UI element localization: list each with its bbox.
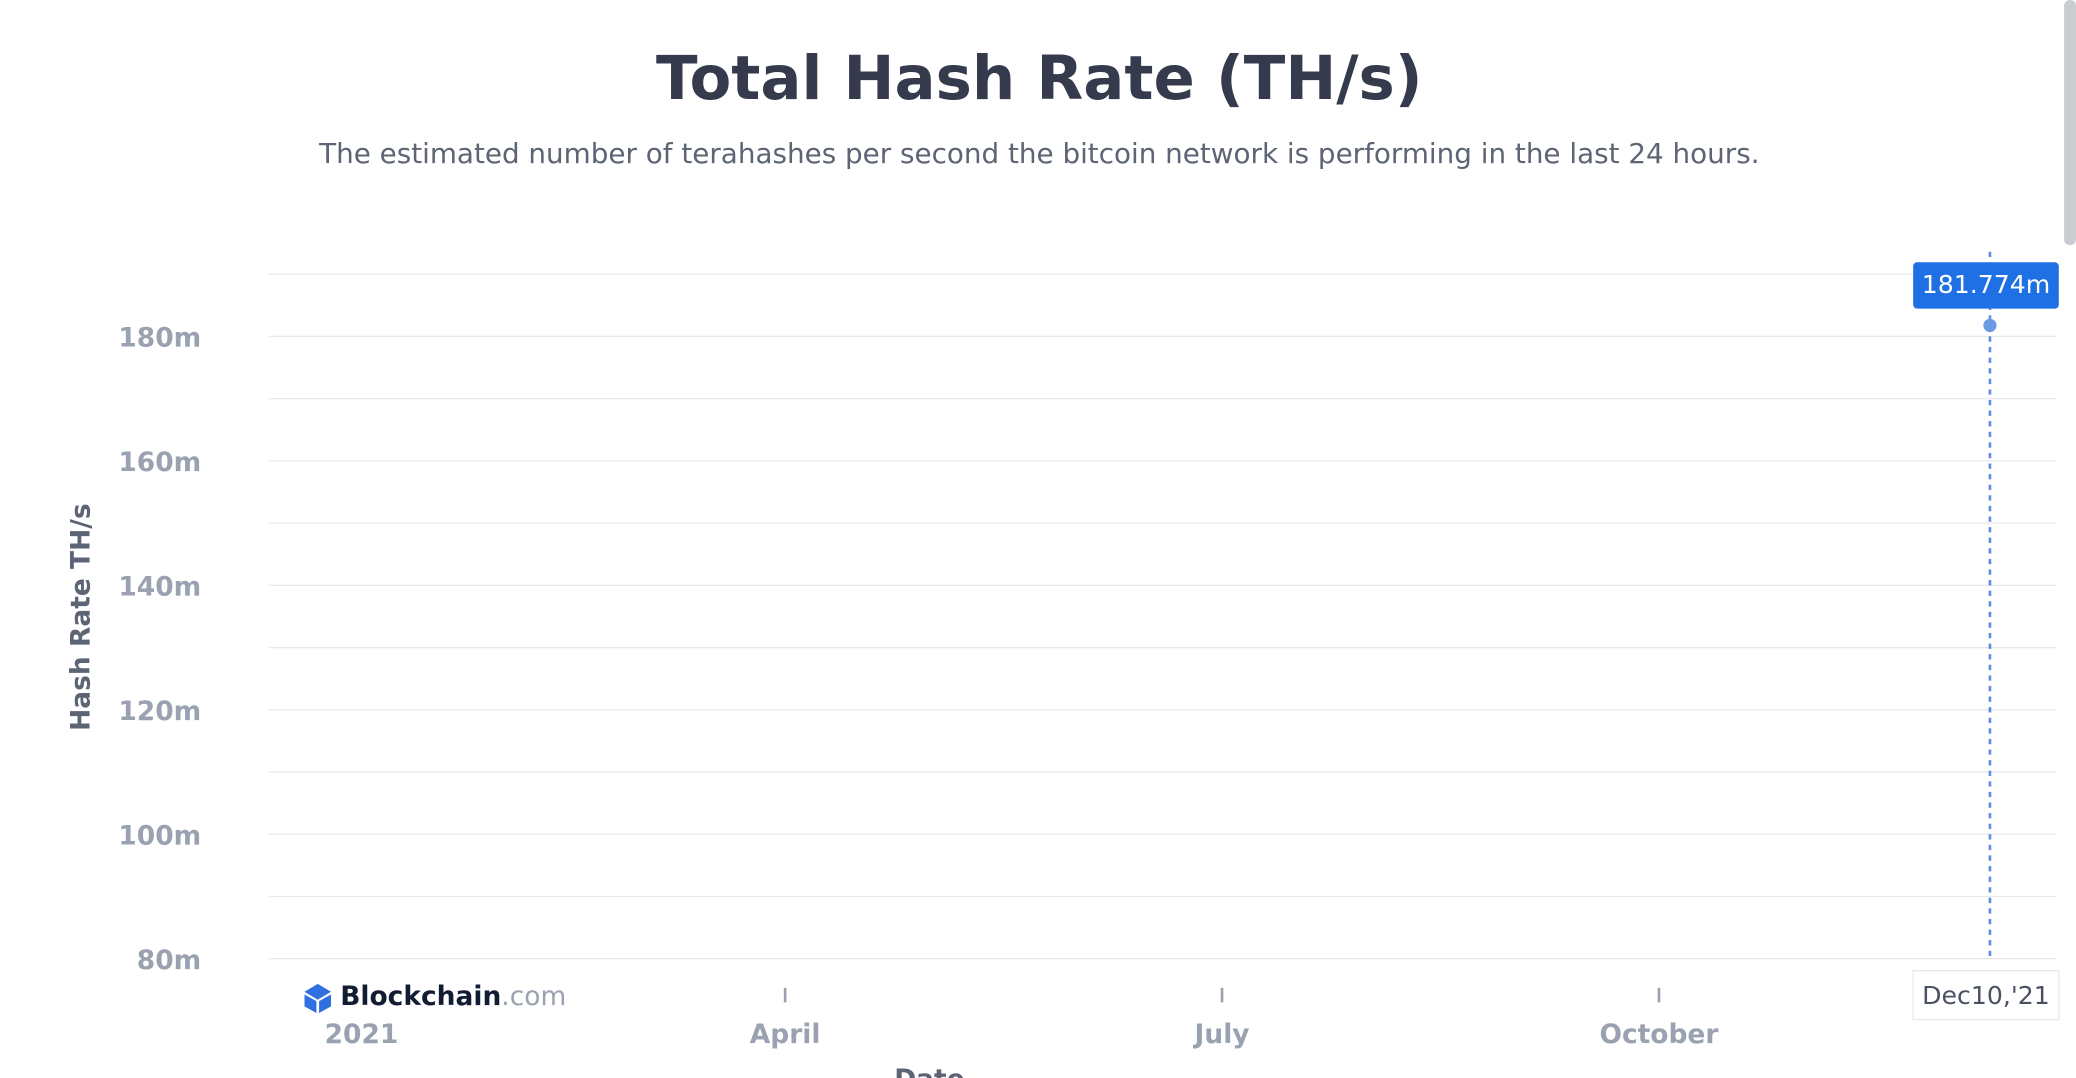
x-tick-label: October: [1599, 1019, 1718, 1050]
x-axis-title: Date: [894, 1064, 964, 1078]
x-tick-label: 2021: [325, 1019, 399, 1050]
x-tick-label: July: [1193, 1019, 1250, 1050]
y-tick-label: 180m: [118, 323, 201, 354]
chart-title: Total Hash Rate (TH/s): [656, 43, 1423, 114]
tooltip-label: 181.774m: [1922, 270, 2050, 299]
grid: [268, 273, 2057, 960]
y-tick-label: 80m: [137, 945, 201, 976]
y-axis-title: Hash Rate TH/s: [66, 503, 97, 731]
scrollbar[interactable]: [2064, 0, 2076, 246]
tooltip-box: [1913, 262, 2059, 309]
x-hover-label: Dec10,'21: [1922, 981, 2050, 1010]
y-tick-label: 160m: [118, 447, 201, 478]
logo-icon: [304, 983, 331, 1013]
y-tick-label: 140m: [118, 571, 201, 602]
hover-point: [1983, 318, 1997, 333]
logo-suffix: .com: [501, 981, 566, 1012]
y-tick-label: 100m: [118, 820, 201, 851]
x-hover-box: [1912, 969, 2060, 1021]
logo-name-main: Blockchain: [340, 981, 501, 1012]
chart-subtitle: The estimated number of terahashes per s…: [318, 137, 1759, 170]
logo-name: Blockchain.com: [340, 981, 566, 1012]
y-tick-label: 120m: [118, 696, 201, 727]
logo: Blockchain.com: [304, 981, 566, 1013]
x-tick-label: April: [750, 1019, 821, 1050]
